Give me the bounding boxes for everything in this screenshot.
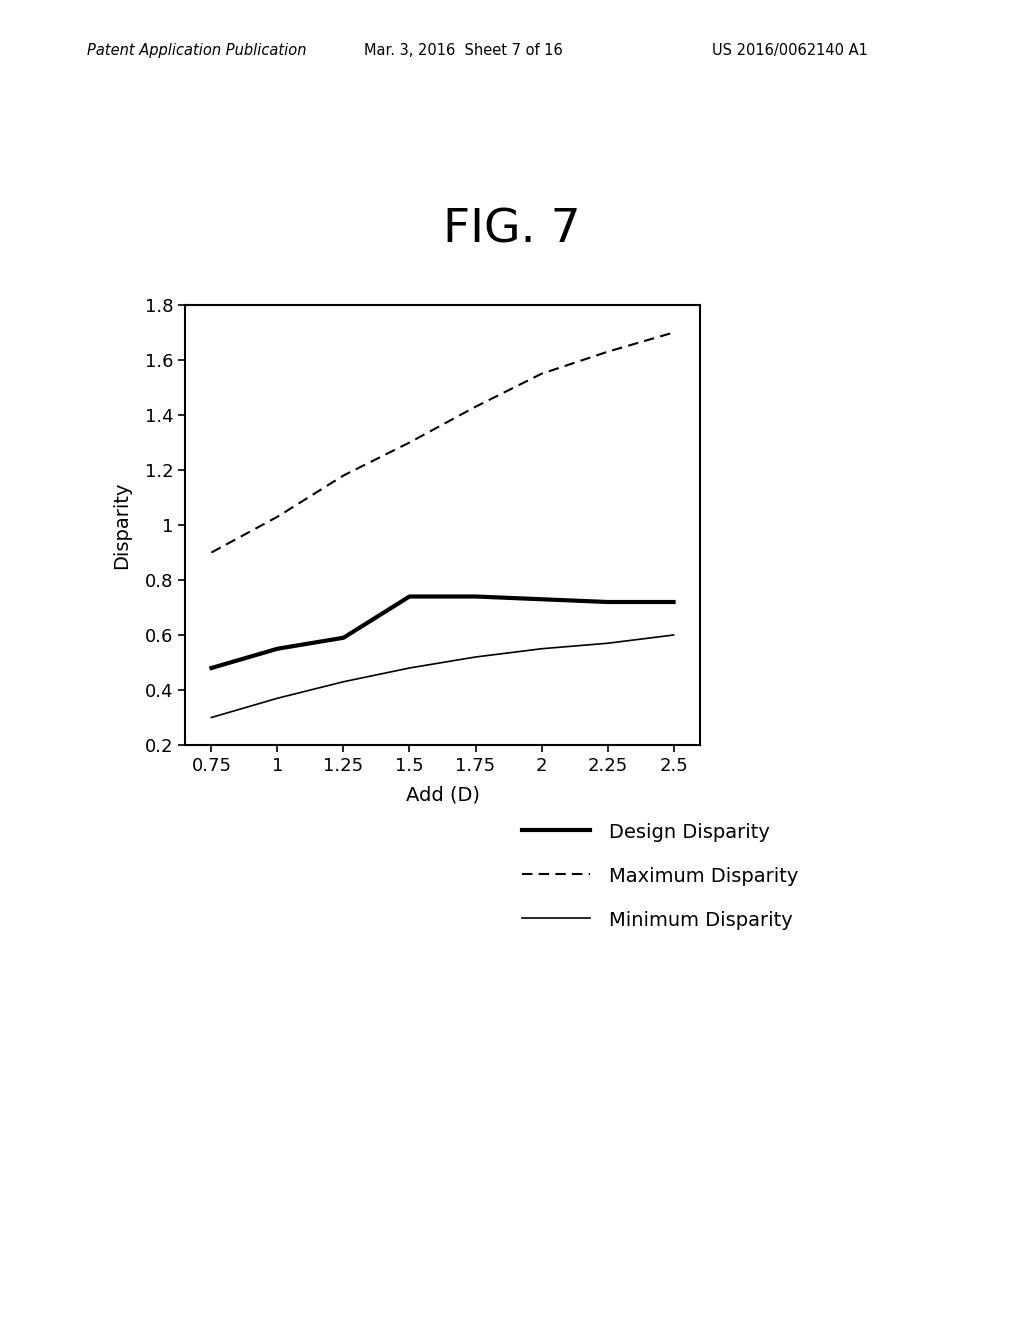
Text: FIG. 7: FIG. 7 (443, 207, 581, 252)
X-axis label: Add (D): Add (D) (406, 785, 479, 805)
Legend: Design Disparity, Maximum Disparity, Minimum Disparity: Design Disparity, Maximum Disparity, Min… (521, 821, 799, 929)
Y-axis label: Disparity: Disparity (112, 482, 131, 569)
Text: Mar. 3, 2016  Sheet 7 of 16: Mar. 3, 2016 Sheet 7 of 16 (364, 42, 562, 58)
Text: US 2016/0062140 A1: US 2016/0062140 A1 (712, 42, 867, 58)
Text: Patent Application Publication: Patent Application Publication (87, 42, 306, 58)
